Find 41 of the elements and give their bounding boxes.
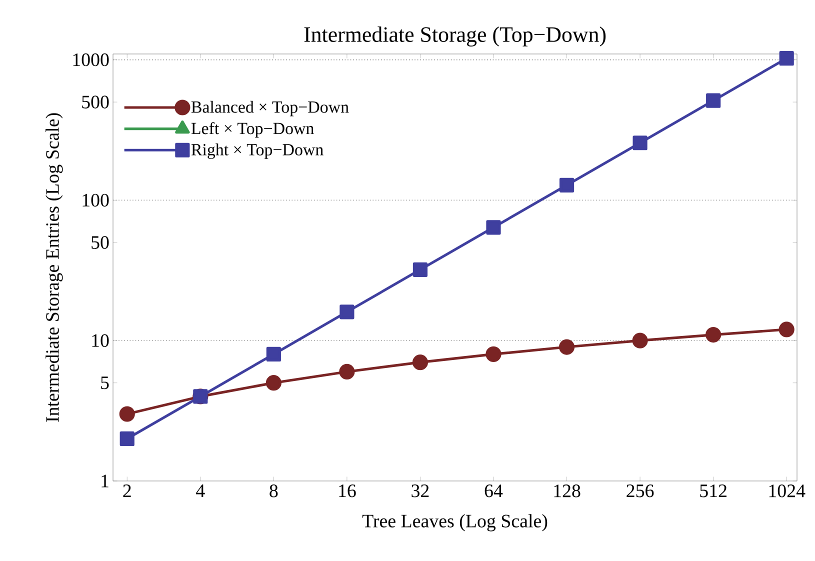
x-tick-label: 32 <box>412 484 429 498</box>
point <box>632 136 648 150</box>
x-tick-label: 4 <box>196 484 205 497</box>
point <box>706 93 721 108</box>
x-tick-label: 8 <box>270 484 278 498</box>
x-tick-label: 256 <box>626 484 654 498</box>
x-tick-label: 16 <box>339 484 356 498</box>
y-tick-label: 1000 <box>73 53 109 66</box>
chart-title: Intermediate Storage (Top−Down) <box>304 26 606 46</box>
x-tick-label: 1024 <box>769 484 806 498</box>
x-tick-label: 64 <box>484 484 503 498</box>
legend-label: Balanced × Top−Down <box>191 100 349 116</box>
point <box>119 406 135 422</box>
y-tick-label: 1 <box>102 474 108 488</box>
x-tick-label: 128 <box>554 484 580 498</box>
point <box>779 51 794 66</box>
point <box>706 326 722 343</box>
point <box>632 332 648 348</box>
point <box>559 178 574 192</box>
legend-label: Right × Top−Down <box>191 144 324 159</box>
legend-label: Left × Top−Down <box>191 122 314 138</box>
point <box>340 304 354 320</box>
y-tick-label: 50 <box>92 236 109 249</box>
point <box>412 262 428 277</box>
point <box>266 346 281 362</box>
point <box>778 322 794 338</box>
point <box>266 375 282 391</box>
point <box>486 220 501 235</box>
y-tick-label: 10 <box>92 334 109 347</box>
y-tick-label: 5 <box>101 376 109 390</box>
point <box>120 431 134 446</box>
x-tick-label: 512 <box>700 484 726 498</box>
point <box>558 339 575 355</box>
point <box>412 354 428 370</box>
x-axis-title: Tree Leaves (Log Scale) <box>362 514 548 532</box>
point <box>339 364 355 380</box>
point <box>486 346 502 362</box>
y-tick-label: 500 <box>82 96 109 108</box>
x-tick-label: 2 <box>123 484 131 498</box>
y-axis-title: Intermediate Storage Entries (Log Scale) <box>46 113 63 422</box>
y-tick-label: 100 <box>82 194 109 207</box>
